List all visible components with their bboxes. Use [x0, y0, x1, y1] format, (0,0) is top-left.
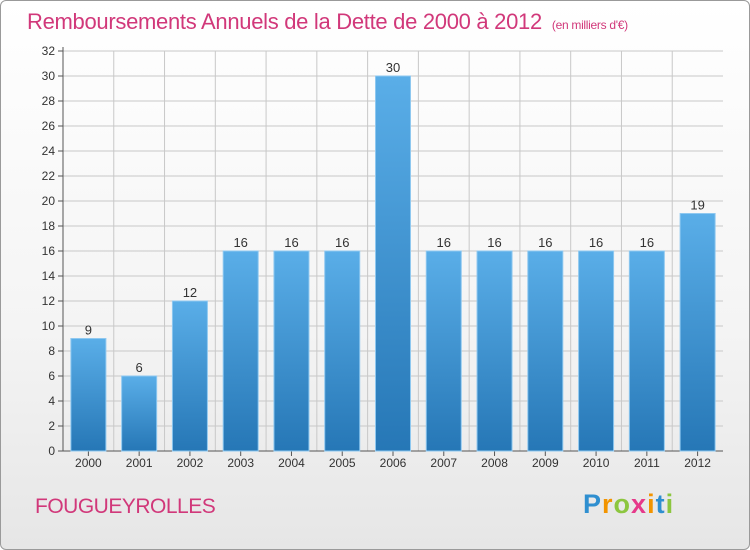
x-tick-label: 2004: [278, 456, 305, 470]
data-label: 12: [183, 285, 197, 300]
y-tick-label: 32: [42, 44, 56, 58]
data-label: 16: [487, 235, 501, 250]
bar: [476, 250, 513, 452]
x-tick-label: 2009: [532, 456, 559, 470]
title-text: Remboursements Annuels de la Dette de 20…: [27, 9, 542, 34]
logo-letter: i: [665, 489, 675, 519]
y-tick-label: 24: [42, 144, 56, 158]
bar: [628, 250, 665, 452]
y-tick-label: 2: [48, 419, 55, 433]
bar: [121, 375, 158, 452]
y-tick-label: 18: [42, 219, 56, 233]
y-tick-label: 28: [42, 94, 56, 108]
commune-name: FOUGUEYROLLES: [35, 495, 216, 518]
x-tick-label: 2003: [227, 456, 254, 470]
bar: [273, 250, 310, 452]
logo-letter: o: [613, 489, 632, 519]
data-label: 16: [233, 235, 247, 250]
logo-letter: t: [655, 489, 666, 519]
x-tick-label: 2005: [329, 456, 356, 470]
bar: [527, 250, 564, 452]
data-label: 16: [335, 235, 349, 250]
bar: [375, 75, 411, 452]
bar: [324, 250, 361, 452]
y-tick-label: 8: [48, 344, 55, 358]
x-tick-label: 2001: [126, 456, 153, 470]
bars: [70, 75, 716, 452]
y-tick-label: 6: [48, 369, 55, 383]
y-tick-label: 22: [42, 169, 56, 183]
x-tick-label: 2008: [481, 456, 508, 470]
x-tick-label: 2002: [177, 456, 204, 470]
logo-letter: x: [631, 489, 648, 519]
bar: [70, 338, 107, 452]
chart-title: Remboursements Annuels de la Dette de 20…: [27, 9, 628, 35]
proxiti-logo: Proxiti: [583, 489, 674, 520]
data-label: 6: [136, 360, 143, 375]
y-tick-label: 12: [42, 294, 56, 308]
data-label: 19: [690, 198, 704, 213]
x-tick-label: 2006: [380, 456, 407, 470]
logo-letter: i: [647, 489, 656, 519]
x-tick-label: 2010: [583, 456, 610, 470]
data-label: 16: [589, 235, 603, 250]
y-tick-label: 16: [42, 244, 56, 258]
bar: [171, 300, 208, 452]
y-tick-label: 10: [42, 319, 56, 333]
logo-letter: r: [602, 489, 614, 519]
y-tick-label: 0: [48, 444, 55, 458]
bar: [425, 250, 462, 452]
data-label: 16: [538, 235, 552, 250]
bar: [222, 250, 259, 452]
data-label: 9: [85, 323, 92, 338]
title-unit: (en milliers d'€): [551, 18, 628, 32]
bar: [578, 250, 615, 452]
y-tick-label: 30: [42, 69, 56, 83]
y-tick-label: 14: [42, 269, 56, 283]
data-label: 30: [386, 60, 400, 75]
x-tick-label: 2000: [75, 456, 102, 470]
logo-letter: P: [583, 489, 603, 519]
data-label: 16: [284, 235, 298, 250]
labels: 0246810121416182022242628303292000620011…: [42, 44, 712, 470]
x-tick-label: 2011: [634, 456, 660, 470]
bar: [679, 213, 716, 452]
y-tick-label: 20: [42, 194, 56, 208]
data-label: 16: [437, 235, 451, 250]
x-tick-label: 2012: [684, 456, 711, 470]
x-tick-label: 2007: [430, 456, 457, 470]
y-tick-label: 26: [42, 119, 56, 133]
data-label: 16: [640, 235, 654, 250]
y-tick-label: 4: [48, 394, 55, 408]
